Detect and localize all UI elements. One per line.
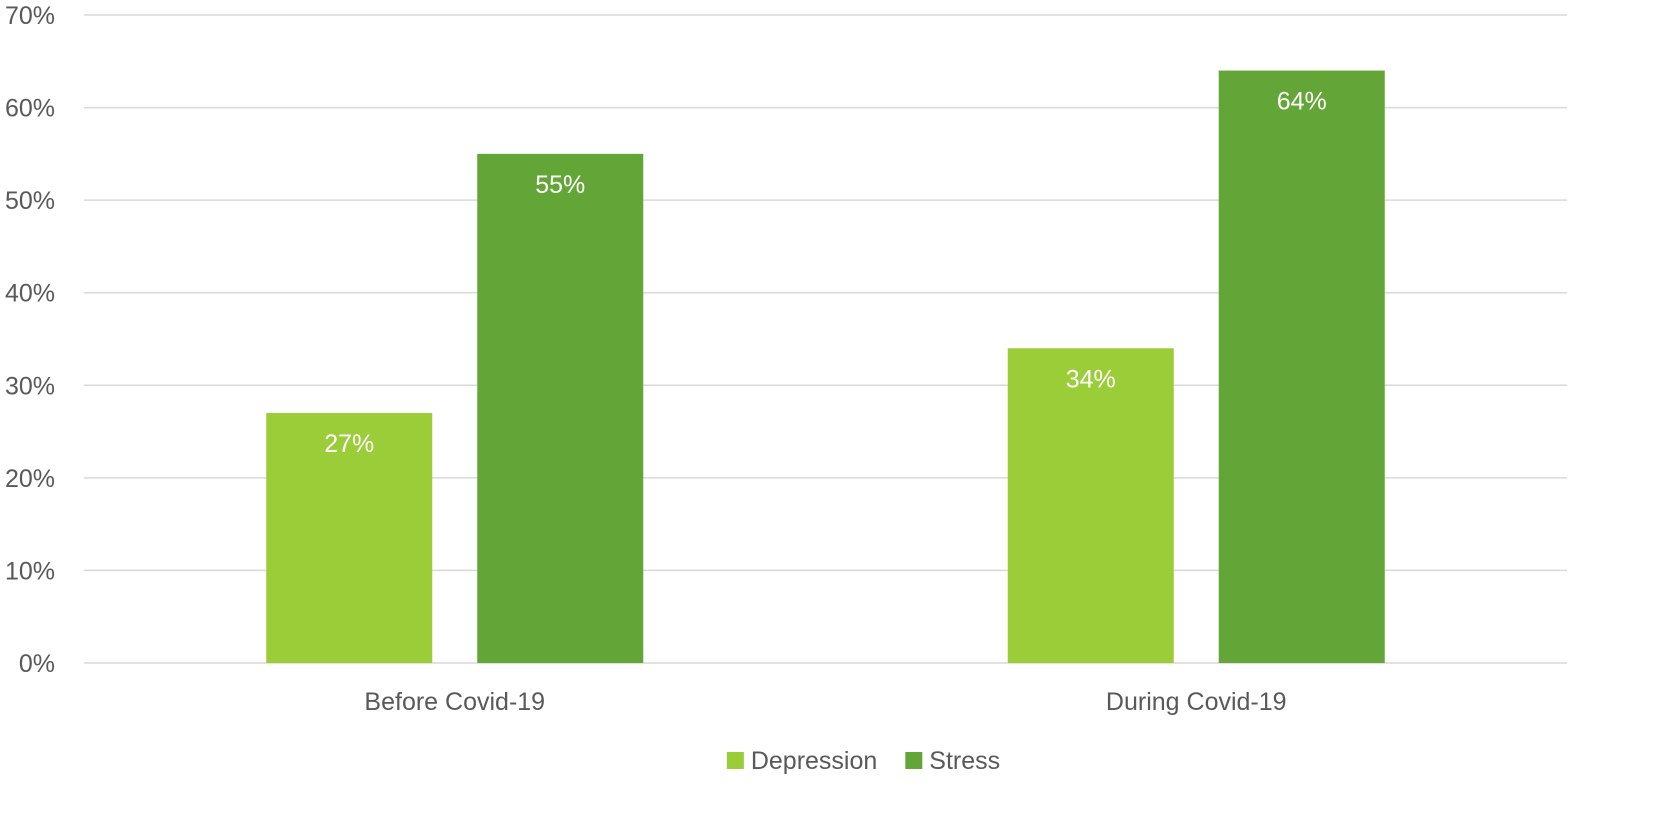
y-tick-label: 70% (5, 2, 55, 30)
data-labels: 27% 55% 34% 64% (324, 88, 1327, 459)
y-tick-label: 40% (5, 280, 55, 308)
legend: Depression Stress (726, 747, 1000, 775)
legend-item-stress: Stress (905, 747, 1000, 775)
y-tick-label: 0% (19, 650, 55, 678)
y-tick-label: 60% (5, 95, 55, 123)
data-label: 34% (1066, 365, 1116, 393)
x-axis-category-labels: Before Covid-19 During Covid-19 (364, 688, 1286, 716)
y-axis-tick-labels: 0% 10% 20% 30% 40% 50% 60% 70% (5, 2, 55, 678)
legend-item-depression: Depression (726, 747, 877, 775)
data-label: 55% (535, 171, 585, 199)
x-category-label: Before Covid-19 (364, 688, 545, 716)
x-category-label: During Covid-19 (1106, 688, 1287, 716)
bar-depression (266, 413, 433, 663)
data-label: 27% (324, 430, 374, 458)
bar-stress (1218, 70, 1385, 664)
bar-stress (477, 153, 644, 663)
y-tick-label: 10% (5, 557, 55, 585)
legend-swatch (726, 752, 744, 769)
bars (266, 70, 1385, 664)
data-label: 64% (1277, 88, 1327, 116)
y-tick-label: 30% (5, 372, 55, 400)
legend-label: Stress (929, 747, 1000, 775)
legend-swatch (905, 752, 923, 769)
legend-label: Depression (751, 747, 877, 775)
y-tick-label: 50% (5, 187, 55, 215)
bar-depression (1007, 348, 1174, 663)
y-tick-label: 20% (5, 465, 55, 493)
